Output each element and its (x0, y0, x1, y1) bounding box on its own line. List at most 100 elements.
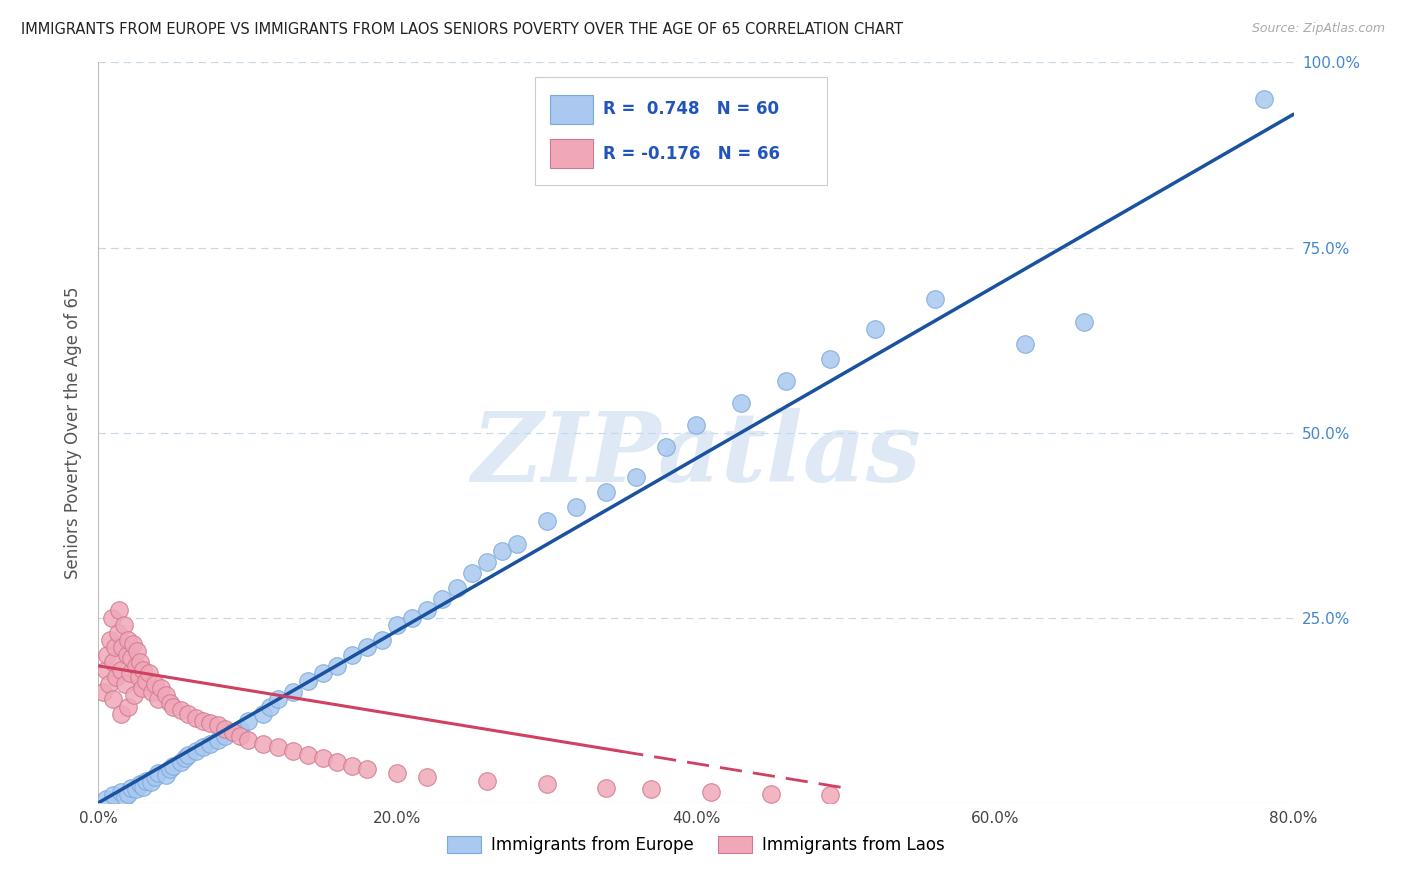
Point (311, 666, 333, 681)
Point (200, 715, 222, 730)
Point (184, 744, 207, 758)
Point (191, 714, 214, 729)
Point (342, 648, 364, 662)
Point (131, 681, 153, 695)
Point (236, 714, 259, 729)
Point (326, 658, 349, 673)
Point (110, 706, 132, 721)
Point (94, 792, 117, 806)
Point (103, 789, 125, 803)
Point (759, 787, 782, 801)
Point (820, 351, 842, 366)
Point (326, 755, 349, 769)
Point (416, 770, 439, 784)
Point (685, 418, 707, 433)
Point (177, 747, 200, 762)
Point (111, 640, 134, 655)
Point (150, 681, 173, 695)
Point (281, 685, 304, 699)
Point (401, 610, 423, 624)
Point (267, 740, 290, 755)
FancyBboxPatch shape (550, 95, 593, 124)
Point (236, 732, 259, 747)
Text: ZIPatlas: ZIPatlas (471, 408, 921, 502)
Point (97, 677, 120, 691)
Point (117, 699, 139, 714)
Point (281, 744, 304, 758)
Point (132, 780, 155, 794)
Point (169, 755, 191, 769)
Point (267, 692, 290, 706)
Text: IMMIGRANTS FROM EUROPE VS IMMIGRANTS FROM LAOS SENIORS POVERTY OVER THE AGE OF 6: IMMIGRANTS FROM EUROPE VS IMMIGRANTS FRO… (21, 22, 903, 37)
Point (103, 655, 125, 669)
Point (177, 706, 200, 721)
Point (207, 732, 229, 747)
Point (655, 441, 678, 455)
Point (491, 544, 513, 558)
Point (124, 689, 146, 703)
Point (139, 775, 162, 789)
Point (371, 632, 394, 647)
Point (155, 767, 177, 781)
Point (214, 722, 236, 736)
Point (820, 789, 842, 803)
Point (259, 699, 281, 714)
Point (565, 500, 588, 514)
Point (184, 711, 207, 725)
Text: R =  0.748   N = 60: R = 0.748 N = 60 (603, 100, 779, 118)
Point (207, 718, 229, 732)
Point (252, 706, 274, 721)
Point (191, 740, 214, 755)
Point (475, 555, 498, 569)
Point (700, 785, 723, 799)
Point (297, 747, 319, 762)
Point (446, 581, 468, 595)
Point (128, 670, 150, 684)
Point (536, 777, 558, 791)
Point (135, 773, 157, 788)
Point (112, 618, 135, 632)
Point (461, 566, 484, 581)
Point (155, 689, 177, 703)
Point (214, 729, 236, 743)
Point (174, 751, 197, 765)
Text: R = -0.176   N = 66: R = -0.176 N = 66 (603, 145, 780, 162)
Point (924, 293, 946, 307)
Point (127, 644, 149, 658)
Point (98, 632, 122, 647)
Point (297, 673, 319, 688)
Point (169, 703, 191, 717)
Point (865, 322, 887, 336)
Text: Source: ZipAtlas.com: Source: ZipAtlas.com (1251, 22, 1385, 36)
Point (94, 663, 117, 677)
Point (1014, 336, 1036, 351)
Point (430, 592, 453, 607)
Point (114, 789, 136, 804)
Point (118, 666, 141, 681)
Point (143, 677, 166, 691)
Point (595, 780, 617, 795)
Point (104, 640, 127, 655)
Point (385, 618, 409, 632)
Point (96, 648, 118, 662)
FancyBboxPatch shape (534, 78, 827, 185)
Point (103, 692, 125, 706)
Point (143, 770, 166, 784)
Point (105, 670, 128, 684)
Point (159, 763, 181, 777)
Point (125, 782, 148, 797)
Point (117, 632, 139, 647)
Point (120, 780, 142, 795)
Point (626, 470, 648, 484)
Point (110, 663, 132, 677)
FancyBboxPatch shape (550, 139, 593, 169)
Point (475, 773, 498, 788)
Point (229, 722, 252, 736)
Point (356, 763, 378, 777)
Point (141, 685, 163, 699)
Point (162, 699, 184, 714)
Point (1073, 314, 1095, 328)
Point (730, 396, 752, 410)
Point (342, 758, 364, 772)
Point (108, 603, 131, 617)
